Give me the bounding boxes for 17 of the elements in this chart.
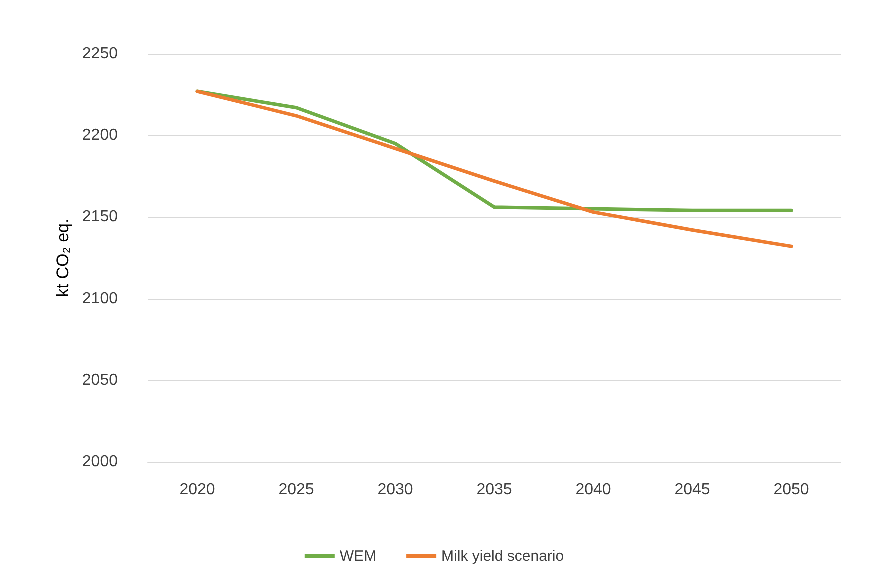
x-tick-label: 2025 [278, 482, 314, 498]
x-tick-label: 2040 [576, 482, 612, 498]
x-tick-label: 2030 [378, 482, 414, 498]
y-tick-label: 2100 [82, 290, 118, 308]
x-tick-label: 2035 [476, 482, 512, 498]
y-tick-label: 2250 [82, 46, 118, 62]
legend-label: Milk yield scenario [442, 548, 564, 565]
x-tick-label: 2045 [674, 482, 710, 498]
y-axis-title: kt CO₂ eq. [54, 218, 73, 298]
legend-label: WEM [340, 548, 377, 565]
y-tick-label: 2200 [82, 127, 118, 144]
line-series [196, 90, 794, 248]
x-tick-label: 2050 [774, 482, 810, 498]
x-tick-label: 2020 [180, 482, 216, 498]
y-tick-label: 2050 [82, 372, 118, 389]
y-tick-label: 2150 [82, 208, 118, 226]
y-tick-label: 2000 [82, 454, 118, 470]
